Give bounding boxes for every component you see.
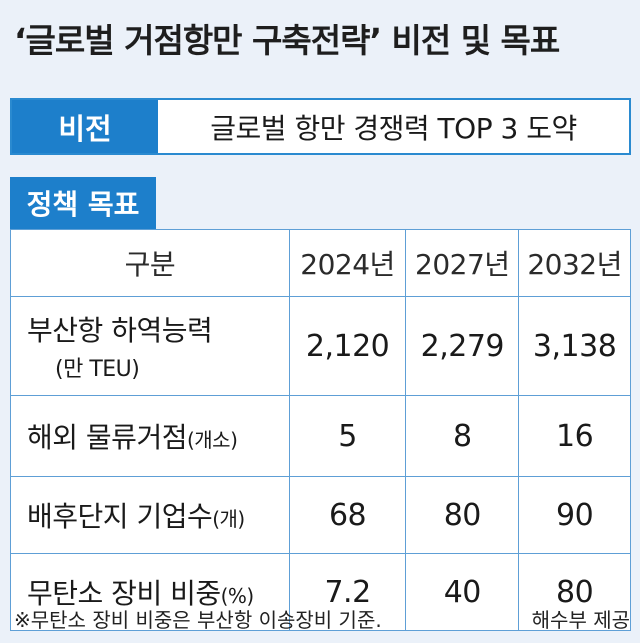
value-2024: 68 [288,476,407,554]
policy-goals-label: 정책 목표 [10,177,156,229]
row-label: 무탄소 장비 비중 [27,577,221,610]
table-header-row: 구분 2024년 2027년 2032년 [10,229,631,297]
header-2032: 2032년 [518,229,631,297]
value-2032: 16 [518,395,631,477]
row-unit: (%) [220,584,255,608]
header-2027: 2027년 [405,229,520,297]
table-row-carbon-free-equipment: 무탄소 장비 비중(%) 7.2 40 80 [10,553,631,631]
table-row-hinterland-companies: 배후단지 기업수(개) 68 80 90 [10,476,631,554]
value-2024: 2,120 [288,296,407,396]
value-2032: 3,138 [518,296,631,396]
row-label: 부산항 하역능력 [27,314,213,347]
footer: ※무탄소 장비 비중은 부산항 이송장비 기준. 해수부 제공 [14,604,630,633]
value-2024: 7.2 [288,553,407,631]
table-row-overseas-hubs: 해외 물류거점(개소) 5 8 16 [10,395,631,477]
row-label-cell: 무탄소 장비 비중(%) [10,553,290,631]
header-2024: 2024년 [288,229,407,297]
row-label-cell: 부산항 하역능력 (만 TEU) [10,296,290,396]
row-label: 배후단지 기업수 [27,500,213,533]
vision-text: 글로벌 항만 경쟁력 TOP 3 도약 [210,111,577,145]
row-unit: (개) [212,507,245,531]
source-credit: 해수부 제공 [531,608,630,632]
value-2027: 8 [405,395,520,477]
value-2024: 5 [288,395,407,477]
value-2027: 40 [405,553,520,631]
value-2027: 80 [405,476,520,554]
footnote: ※무탄소 장비 비중은 부산항 이송장비 기준. [14,608,382,632]
value-2032: 80 [518,553,631,631]
row-label: 해외 물류거점 [27,421,187,454]
vision-box: 비전 글로벌 항만 경쟁력 TOP 3 도약 [10,98,631,155]
row-label-cell: 배후단지 기업수(개) [10,476,290,554]
row-unit: (개소) [186,428,238,452]
value-2032: 90 [518,476,631,554]
value-2027: 2,279 [405,296,520,396]
policy-goals-table: 구분 2024년 2027년 2032년 부산항 하역능력 (만 TEU) 2,… [10,229,631,631]
table-row-handling-capacity: 부산항 하역능력 (만 TEU) 2,120 2,279 3,138 [10,296,631,396]
row-unit: (만 TEU) [55,357,140,382]
row-label-cell: 해외 물류거점(개소) [10,395,290,477]
page-title: ‘글로벌 거점항만 구축전략’ 비전 및 목표 [14,21,560,60]
vision-label: 비전 [12,100,158,153]
header-category: 구분 [10,229,290,297]
